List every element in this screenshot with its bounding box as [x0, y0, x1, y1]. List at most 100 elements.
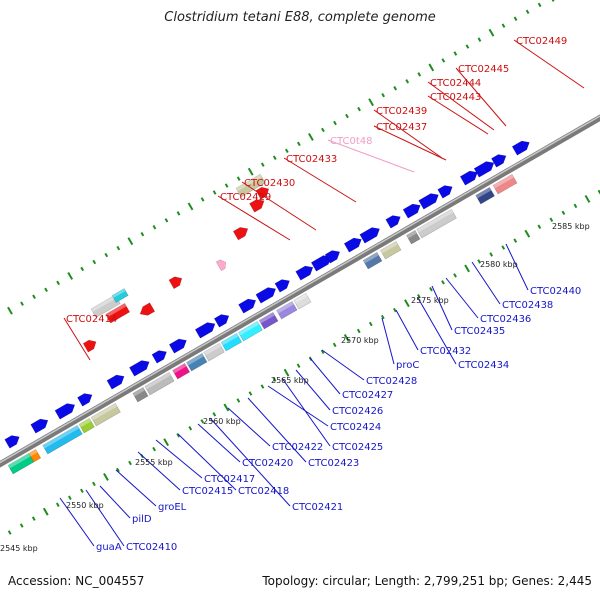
lower-tick: [356, 328, 361, 334]
forward-gene-shape: [491, 154, 507, 168]
gene-label-ctc02429-leader: [217, 195, 291, 241]
reverse-gene-shine: [238, 321, 260, 336]
reverse-gene-shape: [132, 386, 149, 403]
lower-tick: [524, 229, 531, 238]
forward-gene-shape: [402, 203, 421, 219]
gene-label-ctc02422-leader: [227, 407, 271, 447]
gene-label-ctc02429: CTC02429: [220, 192, 271, 203]
reverse-gene-shape: [186, 352, 208, 372]
upper-tick: [321, 127, 325, 133]
lower-tick: [343, 333, 350, 342]
reverse-gene: [42, 424, 83, 455]
upper-gene-shine: [105, 303, 127, 318]
backbone-highlight: [0, 115, 600, 464]
gene-features: [4, 140, 530, 475]
reverse-gene-shine: [221, 333, 239, 346]
forward-gene-shape: [274, 279, 290, 293]
genome-backbone: [0, 114, 600, 468]
gene-label-ctc02449: CTC02449: [516, 36, 567, 47]
upper-tick: [525, 9, 530, 15]
scale-label: 2570 kbp: [341, 336, 379, 345]
upper-tick: [92, 259, 97, 265]
lower-tick: [489, 252, 494, 257]
gene-label-groel: groEL: [158, 502, 187, 513]
forward-gene: [324, 250, 341, 264]
lower-tick: [42, 507, 49, 516]
reverse-gene: [203, 342, 225, 362]
gene-label-ctc02420: CTC02420: [242, 458, 293, 469]
lower-tick: [163, 438, 170, 447]
upper-gene-shape: [215, 259, 226, 271]
lower-tick: [320, 349, 325, 355]
gene-label-ctc02444: CTC02444: [430, 78, 481, 89]
upper-gene-shape: [82, 339, 97, 353]
gene-label-ctc02418-leader: [177, 433, 237, 491]
gene-label-ctc02428: CTC02428: [366, 376, 417, 387]
upper-tick: [32, 294, 36, 299]
forward-gene: [274, 279, 290, 293]
forward-gene-shape: [255, 287, 277, 304]
reverse-gene: [416, 208, 457, 239]
forward-gene: [30, 418, 49, 434]
map-title: Clostridium tetani E88, complete genome: [164, 10, 436, 25]
forward-gene: [418, 193, 439, 210]
lower-tick: [223, 403, 230, 412]
gene-labels: guaA CTC02410pilDgroELCTC02415CTC02417CTC…: [66, 36, 581, 553]
upper-tick: [381, 92, 385, 98]
forward-gene-shape: [295, 265, 314, 281]
scale-label: 2555 kbp: [135, 458, 173, 467]
upper-tick: [200, 197, 205, 202]
forward-gene: [194, 322, 216, 339]
gene-label-guaa: guaA: [96, 542, 122, 553]
forward-gene: [168, 338, 187, 354]
lower-tick: [429, 287, 433, 292]
gene-label-ctc02444-leader: [427, 81, 495, 131]
lower-tick: [92, 481, 96, 487]
gene-label-ctc02440-leader: [505, 243, 529, 291]
forward-gene: [151, 350, 167, 364]
gene-label-ctc0t48-leader: [327, 139, 415, 173]
upper-gene-shape: [105, 302, 131, 324]
forward-gene: [402, 203, 421, 219]
forward-gene: [129, 360, 150, 377]
forward-gene-shape: [385, 215, 401, 229]
gene-label-ctc02428-leader: [321, 349, 365, 381]
forward-gene: [255, 287, 277, 304]
forward-gene-shape: [343, 237, 362, 253]
upper-gene: [105, 302, 131, 324]
forward-gene: [511, 140, 530, 156]
upper-gene: [232, 227, 249, 241]
upper-tick: [333, 120, 337, 126]
reverse-gene: [492, 173, 518, 195]
reverse-gene-shape: [78, 417, 95, 434]
upper-gene: [255, 187, 270, 200]
forward-gene-shape: [324, 250, 341, 264]
scale-label: 2565 kbp: [271, 376, 309, 385]
reverse-gene-shape: [144, 371, 175, 396]
gene-label-ctc02432-leader: [395, 309, 419, 351]
gene-label-ctc02430: CTC02430: [244, 178, 295, 189]
upper-gene-shape: [255, 187, 270, 200]
reverse-gene-shape: [172, 362, 191, 380]
upper-tick: [260, 162, 265, 167]
upper-gene: [249, 199, 265, 213]
upper-tick: [56, 280, 60, 286]
gene-label-guaa-leader: [59, 497, 95, 547]
upper-tick: [224, 183, 229, 188]
upper-tick: [80, 266, 85, 272]
gene-label-ctc02414: CTC02414: [66, 314, 117, 325]
upper-gene: [82, 339, 97, 353]
gene-label-proc-leader: [381, 317, 395, 365]
lower-tick: [441, 280, 445, 285]
upper-tick: [513, 16, 518, 21]
upper-tick: [127, 237, 134, 246]
upper-tick: [297, 141, 301, 147]
gene-label-ctc02427-leader: [309, 357, 341, 395]
gene-label-pild: pilD: [132, 514, 152, 525]
upper-tick: [164, 218, 169, 223]
upper-tick: [104, 252, 109, 258]
forward-gene: [343, 237, 362, 253]
lower-tick: [573, 203, 578, 209]
forward-gene: [459, 170, 478, 186]
scale-label: 2580 kbp: [480, 260, 518, 269]
